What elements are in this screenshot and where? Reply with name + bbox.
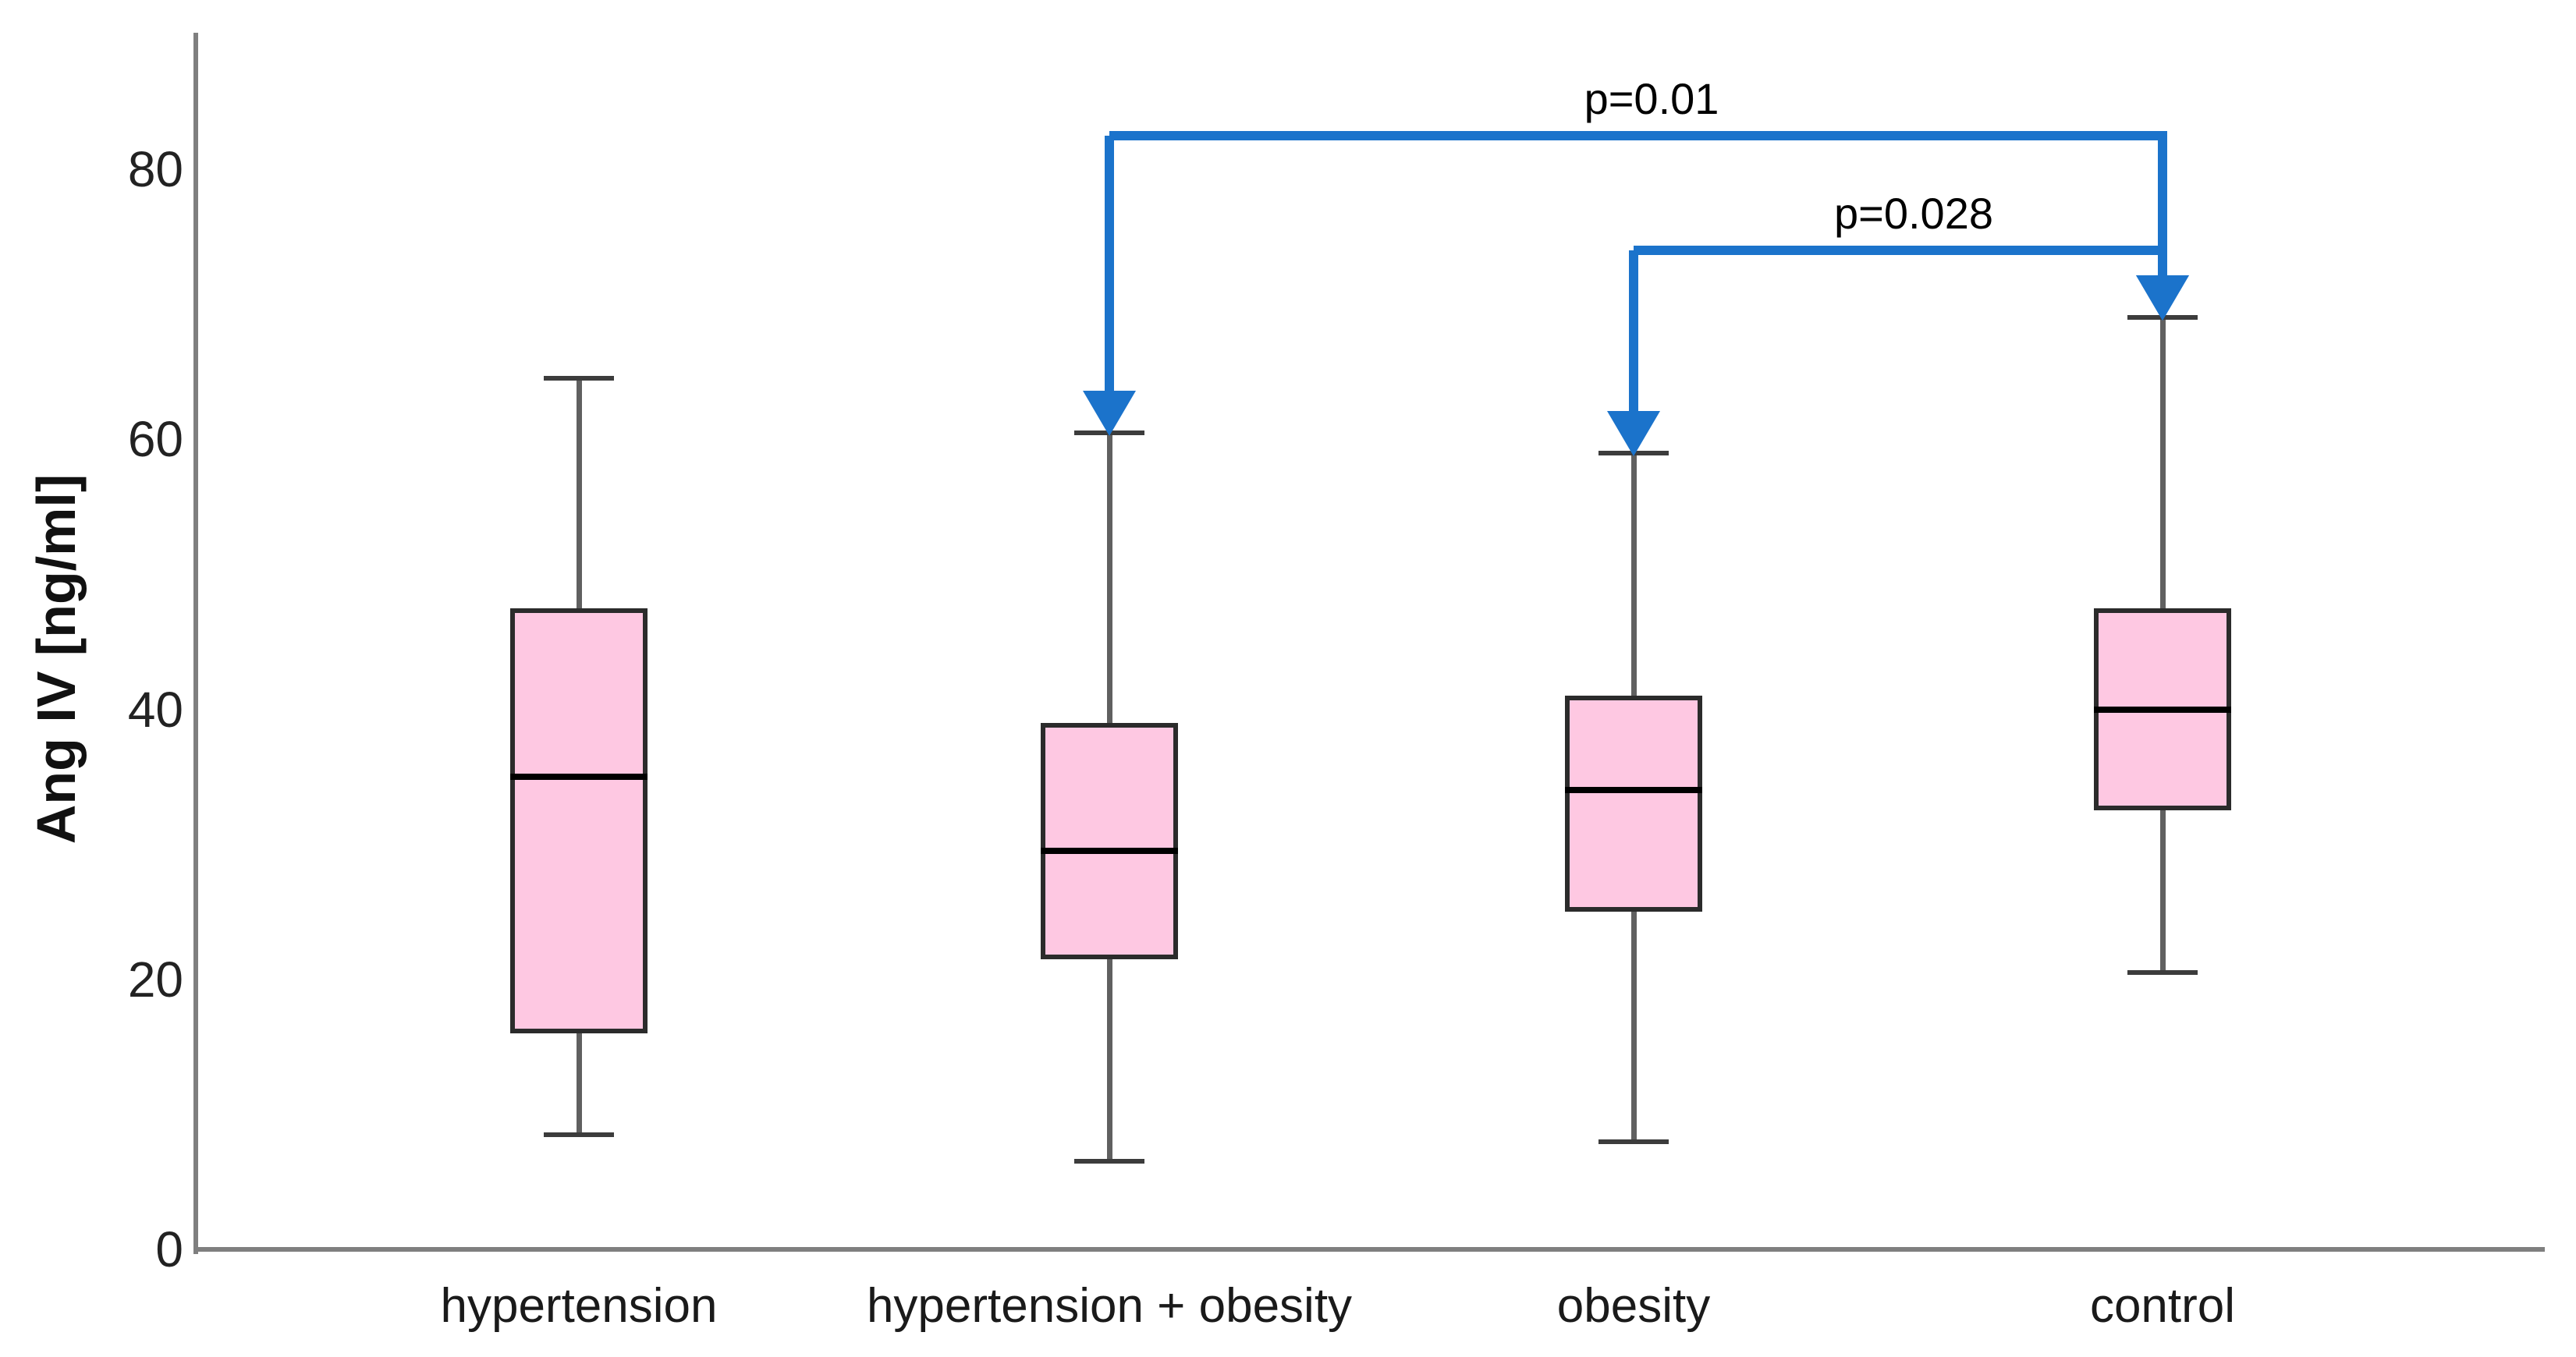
x-axis-line [193, 1247, 2545, 1252]
y-axis-line [193, 33, 198, 1254]
median-line [2094, 706, 2231, 713]
bracket-line-vertical [1105, 135, 1114, 399]
x-category-label: control [2089, 1279, 2236, 1333]
significance-label: p=0.01 [1584, 73, 1719, 123]
whisker-cap-bottom [1074, 1159, 1144, 1164]
bracket-line-horizontal [1634, 245, 2167, 255]
significance-label: p=0.028 [1834, 188, 1993, 238]
iqr-box [1565, 696, 1702, 912]
median-line [1041, 848, 1178, 855]
y-tick-label: 20 [127, 951, 183, 1008]
median-line [510, 774, 648, 781]
bracket-line-vertical [1629, 250, 1638, 419]
y-tick-label: 80 [127, 141, 183, 197]
whisker-cap-bottom [1598, 1139, 1669, 1144]
whisker-cap-bottom [544, 1132, 614, 1137]
x-category-label: obesity [1556, 1279, 1711, 1333]
y-tick-label: 0 [155, 1221, 183, 1277]
bracket-arrow [2136, 275, 2189, 321]
whisker-cap-top [544, 376, 614, 381]
y-tick-label: 40 [127, 681, 183, 738]
iqr-box [1041, 722, 1178, 959]
x-category-label: hypertension [440, 1279, 718, 1333]
y-tick-label: 60 [127, 411, 183, 468]
bracket-arrow [1083, 390, 1136, 436]
bracket-line-vertical [2158, 250, 2167, 284]
bracket-arrow [1607, 410, 1660, 456]
bracket-line-horizontal [1109, 130, 2167, 140]
y-axis-title: Ang IV [ng/ml] [26, 473, 87, 845]
iqr-box [510, 608, 648, 1033]
median-line [1565, 787, 1702, 794]
x-category-label: hypertension + obesity [866, 1279, 1353, 1333]
whisker-cap-bottom [2127, 970, 2198, 976]
